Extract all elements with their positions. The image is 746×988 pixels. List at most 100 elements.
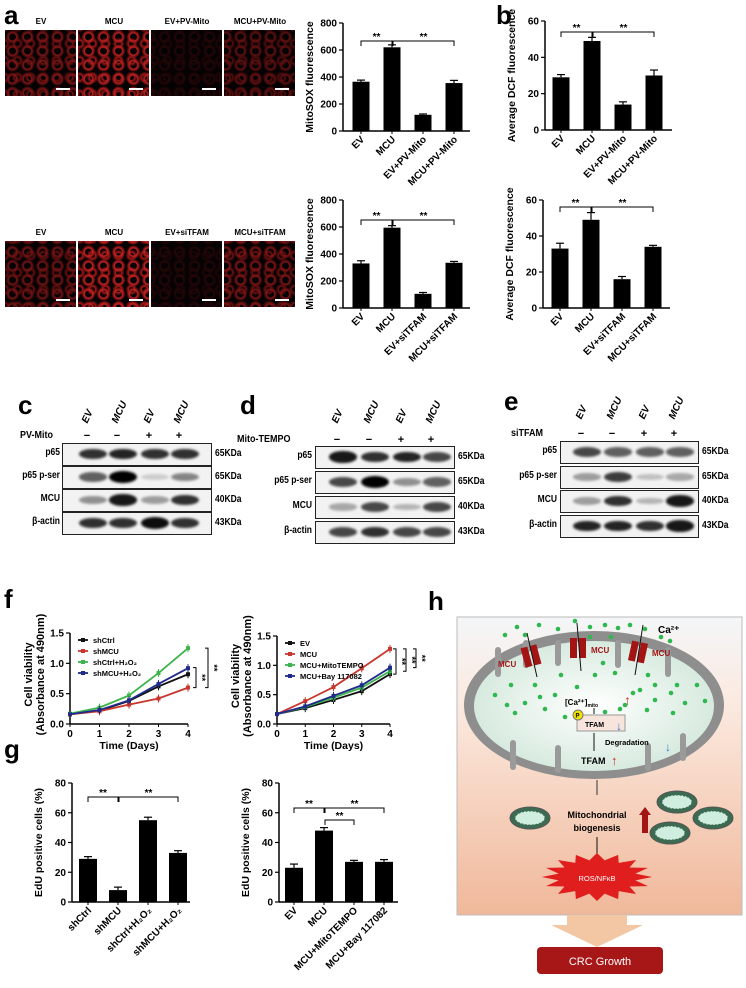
- up-arrow-icon: [639, 807, 651, 833]
- bar: [582, 219, 600, 308]
- significance-label: **: [373, 211, 381, 222]
- protein-band: [636, 473, 664, 481]
- protein-band: [361, 526, 389, 538]
- calcium-ion: [658, 634, 664, 640]
- calcium-ion: [492, 692, 498, 698]
- protein-band: [79, 448, 107, 460]
- x-axis-label: Time (Days): [99, 740, 158, 752]
- micrograph-image: [78, 241, 149, 307]
- significance-bracket: [559, 206, 592, 212]
- calcium-ion: [674, 682, 680, 688]
- calcium-ion: [592, 672, 598, 678]
- molecular-weight-label: 65KDa: [702, 446, 729, 457]
- treatment-sign: +: [670, 428, 678, 440]
- y-tick-label: 400: [320, 250, 337, 261]
- calcium-ion: [552, 692, 558, 698]
- micrograph-label: EV+PV-Mito: [164, 17, 210, 26]
- x-tick-label: 2: [331, 729, 337, 740]
- legend-label: MCU+Bay 117082: [300, 672, 362, 681]
- y-tick-label: 0.5: [257, 690, 271, 701]
- blot-strip: [560, 515, 699, 538]
- protein-band: [109, 517, 137, 529]
- calcium-ion: [622, 702, 628, 708]
- x-tick-label: MCU: [573, 311, 597, 335]
- chart-fR: 0.0 0.5 1.0 1.5 0 1 2 3 4 Time (Days) Cell viabili…: [230, 615, 427, 752]
- y-axis-label: MitoSOX fluorescence: [304, 198, 316, 310]
- y-tick-label: 60: [528, 17, 540, 28]
- mcu-label-2: MCU: [591, 646, 609, 655]
- mito-calcium-label: [Ca²⁺]mito: [565, 698, 598, 709]
- protein-label: p65: [45, 447, 60, 458]
- protein-band: [636, 520, 664, 532]
- calcium-ion: [558, 672, 564, 678]
- bar: [375, 861, 393, 902]
- protein-band: [329, 503, 357, 511]
- protein-band: [79, 496, 107, 504]
- significance-label: **: [351, 799, 359, 810]
- calcium-influx-arrows: [526, 622, 644, 678]
- bar: [414, 293, 432, 308]
- scale-bar: [56, 88, 70, 90]
- significance-bracket: [360, 219, 393, 225]
- significance-bracket: [324, 807, 385, 813]
- significance-bracket: [592, 31, 655, 37]
- up-arrow-icon: ↑: [624, 692, 631, 708]
- blot-strip: [62, 443, 212, 466]
- x-tick-label: 1: [302, 729, 308, 740]
- significance-bracket: [360, 40, 393, 46]
- x-tick-label: EV: [550, 133, 567, 150]
- panel-letter-h: h: [428, 586, 444, 616]
- y-tick-label: 600: [320, 46, 337, 57]
- protein-label: β-actin: [284, 525, 312, 536]
- legend-marker: [81, 660, 85, 664]
- ros-nfkb-label: ROS/NFκB: [578, 874, 615, 883]
- y-tick-label: 1.0: [257, 661, 271, 672]
- y-tick-label: 20: [528, 89, 540, 100]
- calcium-ion: [502, 632, 508, 638]
- x-tick-label: shCtrl: [66, 905, 94, 933]
- significance-label: **: [620, 23, 628, 34]
- protein-band: [393, 527, 421, 537]
- legend-label: shCtrl+H₂O₂: [93, 658, 137, 667]
- molecular-weight-label: 43KDa: [702, 520, 729, 531]
- micrograph-label: MCU: [104, 17, 124, 26]
- calcium-ion: [608, 634, 614, 640]
- cell-staining: [224, 241, 295, 307]
- significance-label: **: [99, 788, 107, 799]
- y-tick-label: 1.5: [50, 629, 64, 640]
- calcium-ion: [644, 707, 650, 713]
- protein-band: [423, 452, 451, 462]
- y-axis-label: (Absorbance at 490nm): [242, 615, 254, 737]
- y-tick-label: 40: [526, 232, 538, 243]
- molecular-weight-label: 40KDa: [215, 494, 242, 505]
- y-tick-label: 0: [331, 304, 337, 315]
- treatment-label: Mito-TEMPO: [237, 434, 291, 445]
- mcu-label-1: MCU: [498, 660, 516, 669]
- micrograph-image: [151, 30, 222, 96]
- protein-label: p65 p-ser: [22, 470, 61, 481]
- calcium-ion: [542, 706, 548, 712]
- calcium-ion: [522, 632, 528, 638]
- y-tick-label: 800: [320, 196, 337, 207]
- blot-strip: [560, 466, 699, 489]
- protein-band: [666, 520, 694, 532]
- cell-staining: [78, 30, 149, 96]
- protein-band: [604, 520, 632, 532]
- significance-label: **: [572, 198, 580, 209]
- calcium-ion: [522, 700, 528, 706]
- protein-band: [171, 494, 199, 506]
- protein-band: [573, 497, 601, 505]
- y-tick-label: 0: [60, 898, 66, 909]
- calcium-ion: [555, 626, 561, 632]
- legend-marker: [288, 663, 292, 667]
- significance-bracket: [392, 40, 455, 46]
- y-tick-label: 80: [55, 779, 67, 790]
- calcium-ion: [702, 698, 708, 704]
- molecular-weight-label: 65KDa: [458, 451, 485, 462]
- protein-band: [109, 471, 137, 483]
- y-tick-label: 0: [531, 304, 537, 315]
- treatment-sign: +: [145, 430, 153, 442]
- down-arrow-icon: ↓: [616, 719, 622, 733]
- legend-marker: [288, 674, 292, 678]
